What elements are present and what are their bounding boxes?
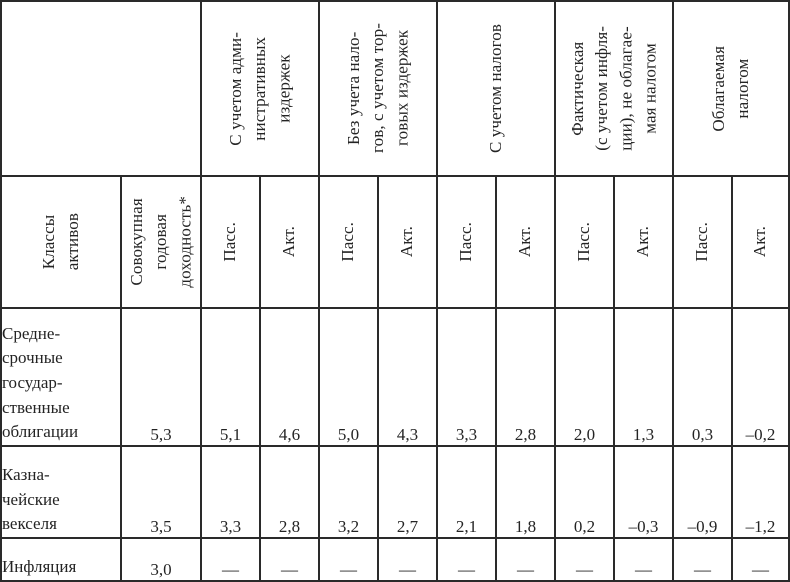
value-cell: 3,3 (200, 445, 261, 539)
subheader-active: Акт. (495, 175, 556, 309)
value-cell: 1,8 (495, 445, 556, 539)
value-cell: –0,3 (613, 445, 674, 539)
value-cell: 0,2 (554, 445, 615, 539)
total-return-cell: 5,3 (120, 307, 202, 447)
value-cell: 2,0 (554, 307, 615, 447)
subheader-active: Акт. (613, 175, 674, 309)
value-cell: 5,1 (200, 307, 261, 447)
value-cell: –0,2 (731, 307, 790, 447)
value-cell: 1,3 (613, 307, 674, 447)
col-header-asset-classes: Классы активов (0, 175, 122, 309)
value-cell: 2,8 (495, 307, 556, 447)
subheader-active-label: Акт. (515, 226, 535, 258)
row-label: Казна- чейские векселя (0, 445, 122, 539)
group-header-real-tax-exempt-label: Фактическая (с учетом инфля- ции), не об… (567, 26, 660, 151)
value-cell: — (731, 537, 790, 582)
group-header-after-tax-label: С учетом налогов (485, 23, 505, 154)
group-header-real-tax-exempt: Фактическая (с учетом инфля- ции), не об… (554, 0, 674, 177)
value-cell: — (318, 537, 379, 582)
table-row-inflation: Инфляция 3,0 — — — — — — — — — — (0, 537, 790, 582)
subheader-active-label: Акт. (633, 226, 653, 258)
subheader-passive-label: Пасс. (692, 222, 712, 262)
col-header-asset-classes-label: Классы активов (38, 213, 82, 271)
value-cell: –1,2 (731, 445, 790, 539)
value-cell: — (613, 537, 674, 582)
total-return-cell: 3,5 (120, 445, 202, 539)
value-cell: 2,1 (436, 445, 497, 539)
subheader-passive: Пасс. (672, 175, 733, 309)
value-cell: — (259, 537, 320, 582)
value-cell: 5,0 (318, 307, 379, 447)
value-cell: –0,9 (672, 445, 733, 539)
group-header-taxable-label: Облагаемая налогом (708, 45, 752, 132)
group-header-admin-expenses: С учетом адми- нистративных издержек (200, 0, 320, 177)
subheader-active: Акт. (731, 175, 790, 309)
col-header-total-annual-return-label: Совокупная годовая доходность* (126, 196, 195, 288)
corner-cell (0, 0, 202, 177)
header-row-subcolumns: Классы активов Совокупная годовая доходн… (0, 175, 790, 309)
subheader-passive-label: Пасс. (220, 222, 240, 262)
value-cell: 4,3 (377, 307, 438, 447)
group-header-after-tax: С учетом налогов (436, 0, 556, 177)
value-cell: — (495, 537, 556, 582)
subheader-passive-label: Пасс. (338, 222, 358, 262)
value-cell: 2,8 (259, 445, 320, 539)
col-header-total-annual-return: Совокупная годовая доходность* (120, 175, 202, 309)
value-cell: 3,2 (318, 445, 379, 539)
subheader-passive: Пасс. (200, 175, 261, 309)
subheader-active: Акт. (259, 175, 320, 309)
value-cell: 0,3 (672, 307, 733, 447)
group-header-pretax-trading-costs-label: Без учета нало- гов, с учетом тор- говых… (343, 23, 412, 154)
value-cell: — (436, 537, 497, 582)
subheader-active-label: Акт. (279, 226, 299, 258)
table-row-government-bonds: Средне- срочные государ- ственные облига… (0, 307, 790, 447)
total-return-cell: 3,0 (120, 537, 202, 582)
subheader-passive: Пасс. (318, 175, 379, 309)
row-label: Инфляция (0, 537, 122, 582)
value-cell: — (377, 537, 438, 582)
row-label: Средне- срочные государ- ственные облига… (0, 307, 122, 447)
group-header-admin-expenses-label: С учетом адми- нистративных издержек (225, 31, 294, 146)
subheader-passive: Пасс. (436, 175, 497, 309)
group-header-pretax-trading-costs: Без учета нало- гов, с учетом тор- говых… (318, 0, 438, 177)
subheader-active-label: Акт. (397, 226, 417, 258)
header-row-groups: С учетом адми- нистративных издержек Без… (0, 0, 790, 177)
subheader-active-label: Акт. (750, 226, 770, 258)
subheader-active: Акт. (377, 175, 438, 309)
subheader-passive: Пасс. (554, 175, 615, 309)
value-cell: — (200, 537, 261, 582)
value-cell: 3,3 (436, 307, 497, 447)
value-cell: — (672, 537, 733, 582)
subheader-passive-label: Пасс. (456, 222, 476, 262)
value-cell: 2,7 (377, 445, 438, 539)
value-cell: — (554, 537, 615, 582)
table-row-treasury-bills: Казна- чейские векселя 3,5 3,3 2,8 3,2 2… (0, 445, 790, 539)
subheader-passive-label: Пасс. (574, 222, 594, 262)
group-header-taxable: Облагаемая налогом (672, 0, 790, 177)
value-cell: 4,6 (259, 307, 320, 447)
